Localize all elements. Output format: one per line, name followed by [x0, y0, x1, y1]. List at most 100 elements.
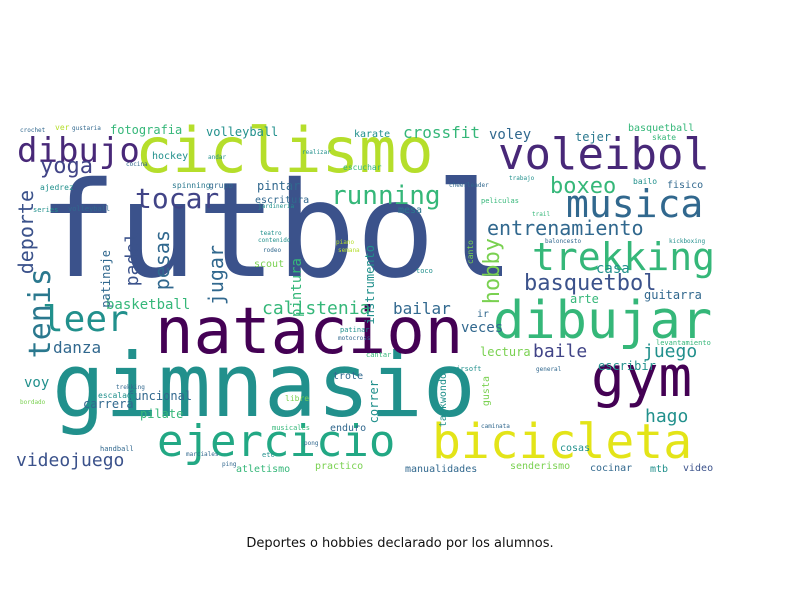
cloud-word-levantamiento: levantamiento — [656, 339, 711, 347]
cloud-word-cheerleader: cheerleader — [449, 182, 489, 189]
cloud-word-airsoft: airsoft — [452, 365, 482, 373]
cloud-word-deporte: deporte — [15, 190, 38, 275]
cloud-word-jardineria: jardineria — [258, 203, 295, 210]
cloud-word-lectura: lectura — [480, 345, 531, 359]
cloud-word-tejer: tejer — [575, 130, 612, 144]
cloud-word-videojuego: videojuego — [16, 450, 125, 471]
cloud-word-cantar: cantar — [366, 351, 392, 359]
cloud-word-arte: arte — [570, 292, 599, 306]
cloud-word-juego: juego — [643, 341, 698, 362]
cloud-word-trote: trote — [333, 371, 364, 382]
cloud-word-series: series — [33, 206, 59, 214]
cloud-word-rodeo: rodeo — [263, 247, 282, 254]
cloud-word-futbol: futbol — [38, 154, 515, 308]
cloud-word-instrumento: instrumento — [363, 245, 377, 325]
cloud-word-ajedrez: ajedrez — [40, 183, 74, 192]
cloud-word-hago: hago — [645, 406, 689, 427]
cloud-word-manualidades: manualidades — [405, 464, 478, 475]
cloud-word-kickboxing: kickboxing — [669, 238, 706, 245]
cloud-word-peliculas: peliculas — [481, 197, 519, 205]
cloud-word-basketball: basketball — [106, 297, 191, 313]
cloud-word-yoga: yoga — [40, 154, 93, 179]
cloud-word-ver: ver — [55, 123, 70, 132]
cloud-word-etc: etc — [262, 451, 275, 459]
cloud-word-danza: danza — [53, 338, 102, 357]
cloud-word-entrenamiento: entrenamiento — [487, 216, 644, 240]
cloud-word-realizar: realizar — [302, 149, 331, 156]
cloud-word-video: video — [683, 463, 714, 474]
cloud-word-trail: trail — [532, 211, 551, 218]
cloud-word-patinaje: patinaje — [99, 250, 113, 308]
cloud-word-funcional: funcional — [127, 389, 193, 403]
cloud-word-escuchar: escuchar — [343, 163, 382, 172]
cloud-word-gustaria: gustaria — [72, 125, 101, 132]
cloud-word-ir: ir — [477, 309, 490, 320]
cloud-word-escalada: escalada — [98, 391, 137, 400]
cloud-word-hockey: hockey — [152, 151, 189, 162]
cloud-word-taekwondo: taekwondo — [438, 373, 449, 428]
cloud-word-dibujar: dibujar — [493, 291, 713, 351]
cloud-word-cocina: cocina — [126, 161, 148, 168]
cloud-word-dibujo: dibujo — [17, 131, 140, 171]
cloud-word-voley: voley — [489, 127, 532, 143]
cloud-word-tenis: tenis — [23, 268, 58, 359]
figure-caption: Deportes o hobbies declarado por los alu… — [246, 536, 554, 551]
cloud-word-semana: semana — [338, 247, 360, 254]
cloud-word-cocinar: cocinar — [590, 463, 633, 474]
cloud-word-marciales: marciales — [186, 451, 219, 458]
cloud-word-pong: pong — [304, 440, 319, 447]
cloud-word-volleyball: volleyball — [206, 125, 279, 139]
cloud-word-baloncesto: baloncesto — [545, 238, 582, 245]
cloud-word-contenido: contenido — [258, 237, 291, 244]
cloud-word-leer: leer — [42, 299, 129, 340]
cloud-word-musicales: musicales — [272, 424, 310, 432]
cloud-word-enduro: enduro — [330, 423, 367, 434]
cloud-word-correr: correr — [367, 380, 381, 424]
cloud-word-escribir: escribir — [598, 359, 656, 373]
cloud-word-crossfit: crossfit — [403, 123, 481, 142]
cloud-word-cosas: cosas — [560, 443, 591, 454]
cloud-word-voleibol: voleibol — [498, 129, 710, 180]
cloud-word-motocross: motocross — [338, 335, 371, 342]
cloud-word-escritura: escritura — [255, 195, 310, 206]
cloud-word-carrera: carrera — [83, 397, 134, 411]
cloud-word-crochet: crochet — [20, 127, 46, 134]
cloud-word-bailo: bailo — [633, 177, 658, 186]
cloud-word-jugar: jugar — [204, 245, 228, 306]
cloud-word-andar: andar — [208, 154, 227, 161]
cloud-word-ping: ping — [222, 461, 237, 468]
cloud-word-skate: skate — [652, 133, 677, 142]
cloud-word-volleyball: volleyball — [68, 205, 111, 213]
cloud-word-bailar: bailar — [393, 299, 451, 318]
cloud-word-grupo: grupo — [209, 181, 234, 190]
cloud-word-fisico: fisico — [667, 180, 704, 191]
cloud-word-guitarra: guitarra — [644, 288, 702, 302]
cloud-word-trekking: trekking — [532, 235, 716, 279]
cloud-word-gimnasio: gimnasio — [52, 334, 476, 437]
cloud-word-veces: veces — [461, 320, 504, 336]
cloud-word-general: general — [536, 366, 562, 373]
cloud-word-karate: karate — [354, 129, 391, 140]
cloud-word-caminata: caminata — [481, 423, 510, 430]
cloud-word-patinar: patinar — [340, 326, 370, 334]
cloud-word-spinning: spinning — [172, 181, 211, 190]
cloud-word-ciclismo: ciclismo — [135, 122, 434, 187]
cloud-word-pilate: pilate — [140, 407, 184, 421]
cloud-word-trabajo: trabajo — [509, 175, 535, 182]
cloud-word-boxeo: boxeo — [550, 174, 617, 199]
cloud-word-piano: piano — [336, 239, 355, 246]
cloud-word-bicicleta: bicicleta — [432, 414, 693, 470]
cloud-word-senderismo: senderismo — [510, 461, 571, 472]
cloud-word-scout: scout — [254, 259, 285, 270]
cloud-word-running: running — [331, 181, 441, 211]
cloud-word-gusta: gusta — [481, 376, 492, 407]
cloud-word-natacion: natacion — [155, 295, 464, 369]
cloud-word-pintura: pintura — [289, 258, 305, 318]
word-cloud: futbol gimnasio natacion ciclismo voleibol di… — [15, 122, 723, 478]
cloud-word-baile: baile — [533, 341, 588, 362]
cloud-word-tocar: tocar — [135, 182, 220, 215]
cloud-word-mesa: mesa — [398, 205, 423, 216]
cloud-word-basquetball: basquetball — [628, 123, 695, 134]
cloud-word-pesas: pesas — [150, 230, 174, 291]
cloud-word-basquetbol: basquetbol — [524, 271, 657, 296]
